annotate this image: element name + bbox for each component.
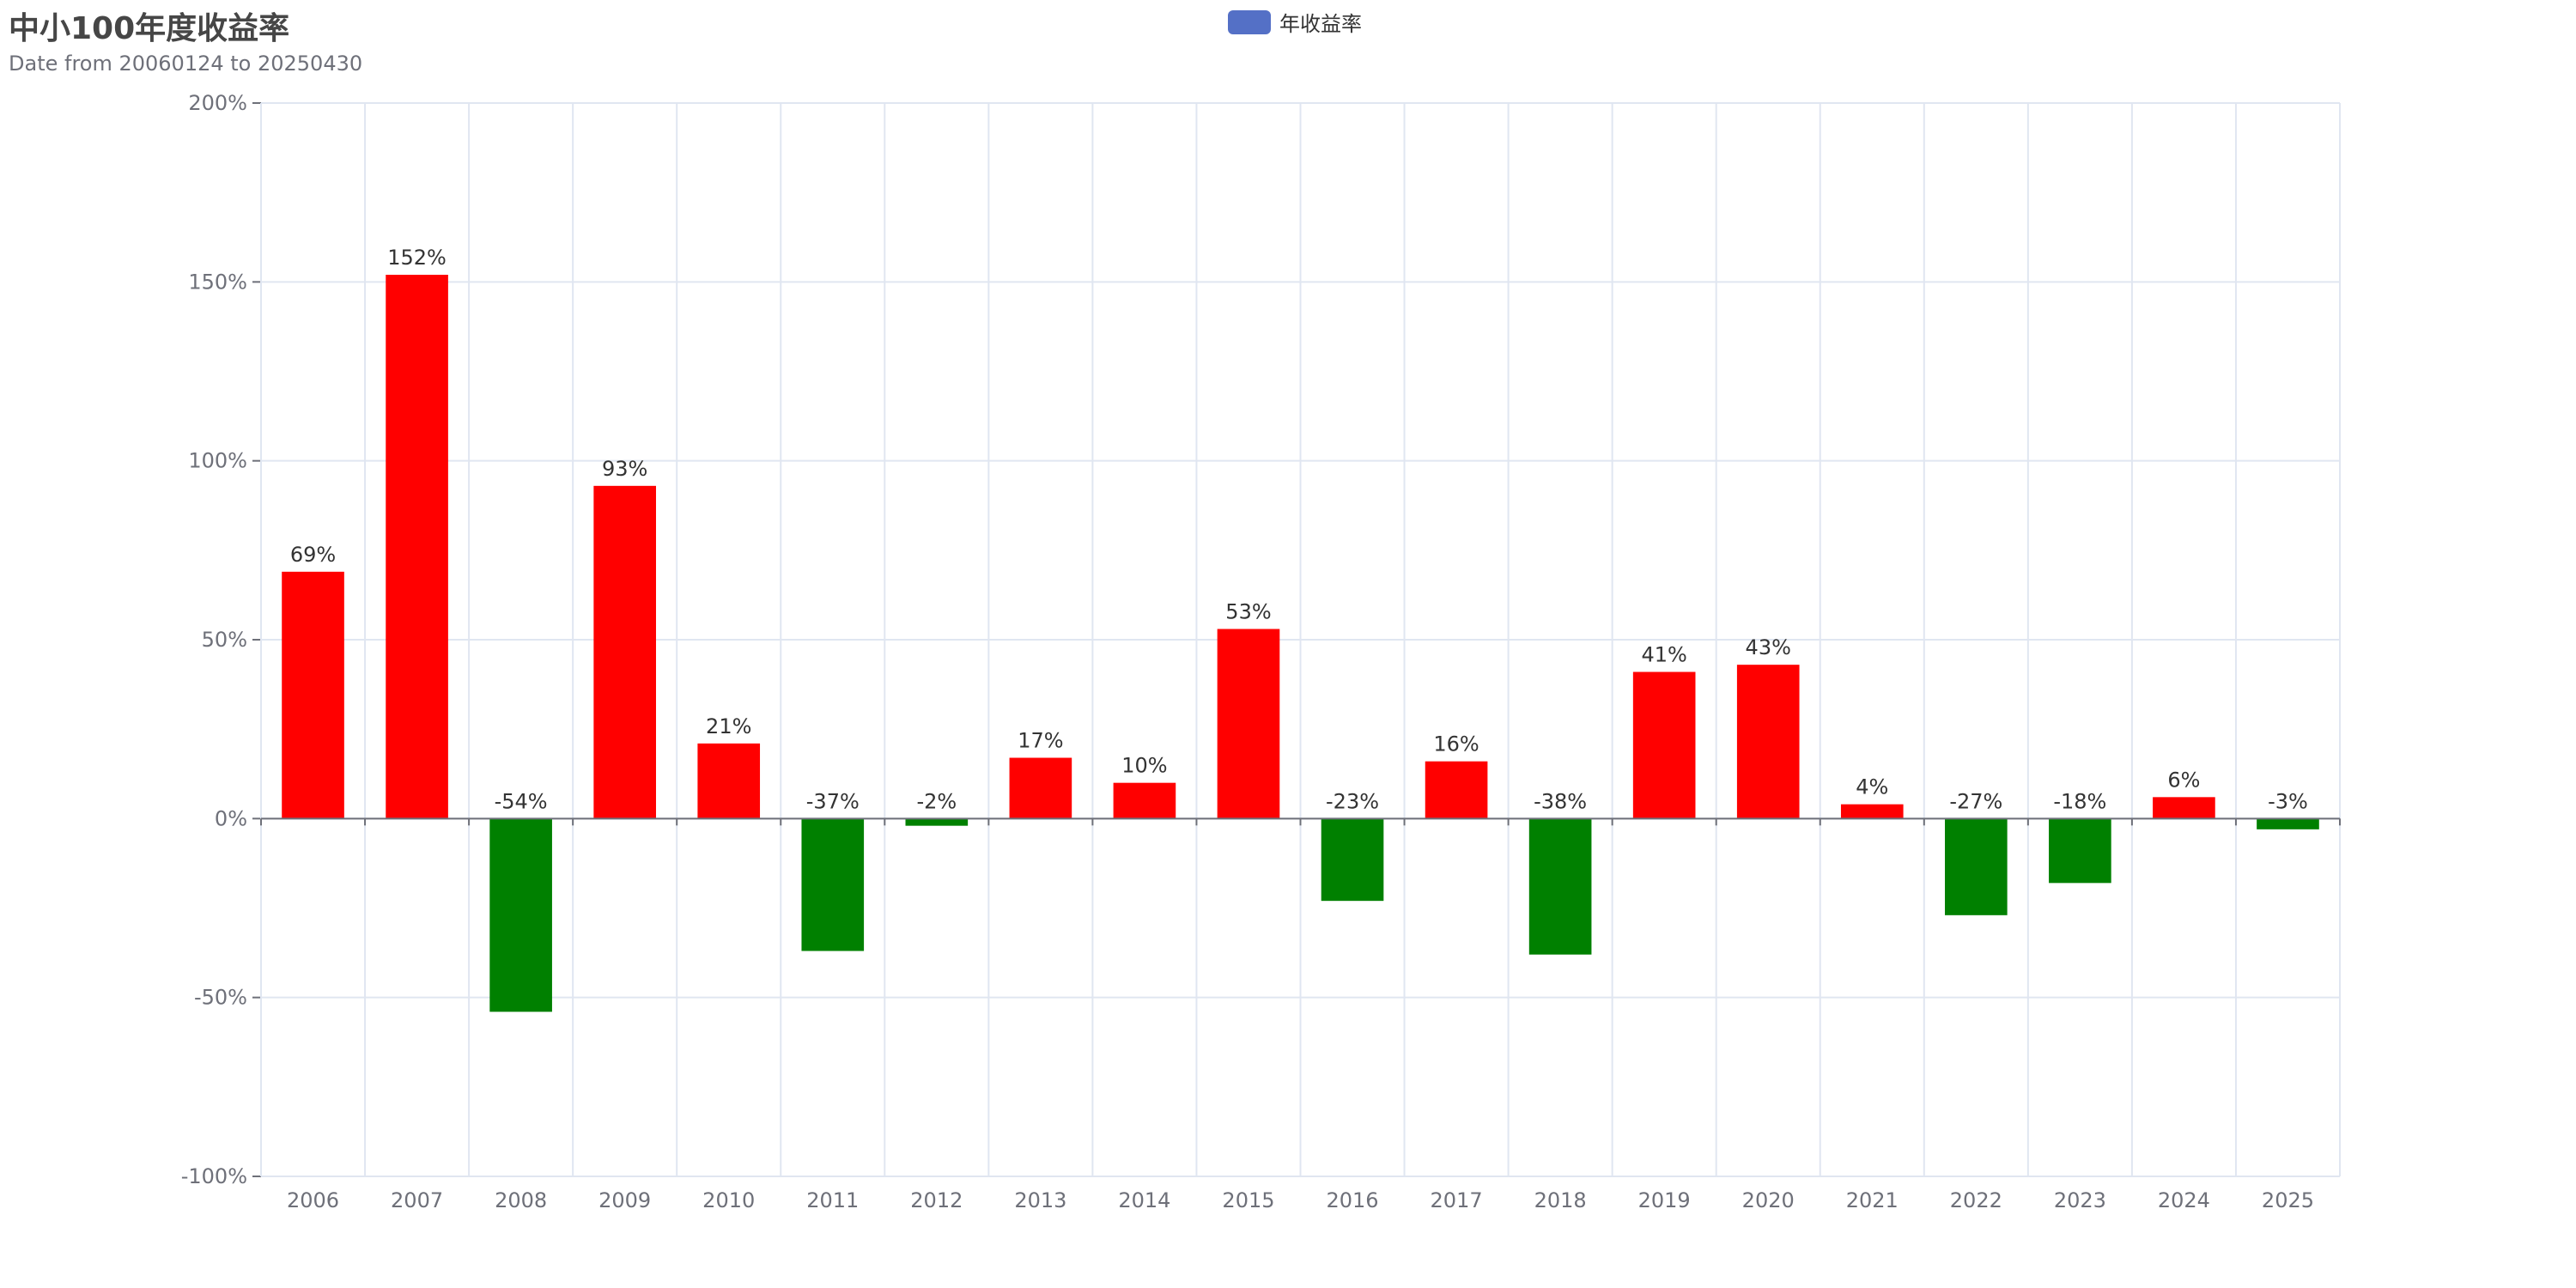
chart-subtitle: Date from 20060124 to 20250430 — [9, 52, 363, 76]
data-label-2025: -3% — [2268, 789, 2308, 813]
bar-2008 — [489, 818, 552, 1012]
bar-2010 — [697, 743, 761, 819]
bar-2022 — [1945, 818, 2008, 915]
bar-2015 — [1217, 629, 1280, 819]
bar-2009 — [593, 485, 656, 819]
x-tick-label: 2007 — [391, 1188, 443, 1212]
data-label-2015: 53% — [1225, 600, 1271, 624]
y-tick-label: 150% — [188, 270, 247, 294]
x-tick-label: 2022 — [1950, 1188, 2002, 1212]
bar-2014 — [1113, 782, 1176, 819]
y-tick-label: -100% — [181, 1164, 247, 1188]
x-tick-label: 2016 — [1326, 1188, 1378, 1212]
data-label-2019: 41% — [1642, 643, 1687, 667]
x-tick-label: 2023 — [2054, 1188, 2106, 1212]
x-tick-label: 2006 — [287, 1188, 339, 1212]
bar-2018 — [1528, 818, 1592, 955]
bar-2007 — [386, 275, 448, 819]
y-tick-label: 50% — [202, 628, 247, 652]
bar-2023 — [2049, 818, 2111, 884]
bar-2021 — [1840, 804, 1904, 819]
y-tick-label: -50% — [194, 986, 247, 1010]
x-tick-label: 2017 — [1431, 1188, 1483, 1212]
x-tick-label: 2020 — [1742, 1188, 1795, 1212]
data-label-2014: 10% — [1121, 754, 1167, 778]
bar-2006 — [282, 571, 344, 819]
data-label-2022: -27% — [1949, 789, 2002, 813]
x-tick-label: 2018 — [1534, 1188, 1587, 1212]
x-tick-label: 2024 — [2158, 1188, 2210, 1212]
bar-2012 — [905, 818, 969, 826]
data-label-2017: 16% — [1433, 732, 1479, 756]
y-tick-label: 0% — [215, 806, 247, 830]
y-tick-label: 100% — [188, 449, 247, 473]
x-tick-label: 2012 — [910, 1188, 963, 1212]
x-tick-label: 2019 — [1638, 1188, 1691, 1212]
data-label-2008: -54% — [495, 789, 548, 813]
data-label-2023: -18% — [2053, 789, 2106, 813]
data-label-2012: -2% — [916, 789, 957, 813]
bar-2019 — [1632, 671, 1696, 819]
data-label-2010: 21% — [706, 714, 751, 738]
x-tick-label: 2009 — [598, 1188, 651, 1212]
bar-2017 — [1425, 761, 1488, 819]
legend-label: 年收益率 — [1279, 12, 1362, 36]
x-tick-label: 2010 — [702, 1188, 755, 1212]
x-tick-label: 2014 — [1118, 1188, 1170, 1212]
data-label-2018: -38% — [1534, 789, 1587, 813]
x-tick-label: 2025 — [2262, 1188, 2314, 1212]
data-label-2016: -23% — [1326, 789, 1379, 813]
data-label-2013: 17% — [1018, 729, 1063, 753]
x-tick-label: 2008 — [495, 1188, 547, 1212]
chart-title: 中小100年度收益率 — [9, 11, 290, 46]
data-label-2009: 93% — [602, 457, 647, 481]
x-tick-label: 2013 — [1014, 1188, 1066, 1212]
data-label-2006: 69% — [290, 543, 336, 567]
x-tick-label: 2015 — [1222, 1188, 1274, 1212]
data-label-2024: 6% — [2167, 768, 2200, 792]
data-label-2021: 4% — [1856, 775, 1888, 799]
x-tick-label: 2021 — [1846, 1188, 1899, 1212]
y-tick-label: 200% — [188, 91, 247, 115]
x-tick-label: 2011 — [806, 1188, 859, 1212]
legend-swatch — [1228, 9, 1271, 34]
bar-2016 — [1321, 818, 1384, 902]
bar-2020 — [1736, 665, 1800, 819]
bar-2013 — [1009, 757, 1072, 819]
bar-2024 — [2153, 797, 2215, 819]
bar-2025 — [2257, 818, 2319, 829]
data-label-2011: -37% — [806, 789, 860, 813]
data-label-2007: 152% — [387, 246, 447, 270]
bar-2011 — [801, 818, 865, 951]
data-label-2020: 43% — [1746, 635, 1791, 659]
legend[interactable]: 年收益率 — [1228, 7, 1362, 37]
